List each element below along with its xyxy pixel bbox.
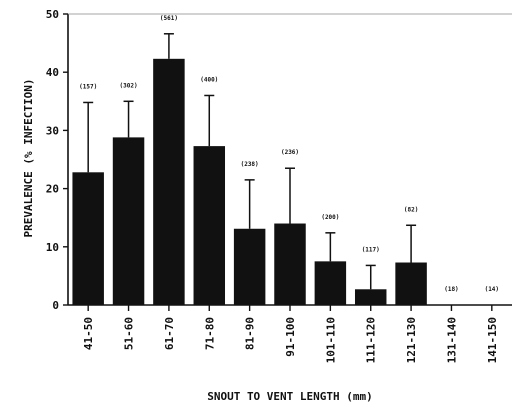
sample-size-label: (82) — [404, 206, 418, 213]
sample-size-label: (400) — [200, 76, 218, 83]
y-ticks: 0 10 20 30 40 50 — [46, 8, 68, 312]
sample-size-label: (238) — [241, 161, 259, 168]
bar-111-120 — [354, 289, 387, 305]
bar-81-90 — [233, 228, 266, 305]
x-tick-label: 41-50 — [82, 317, 95, 350]
sample-size-label: (302) — [120, 82, 138, 89]
y-tick-label: 0 — [52, 299, 59, 312]
y-tick-label: 40 — [46, 66, 59, 79]
y-tick-label: 50 — [46, 8, 59, 21]
x-tick-label: 101-110 — [324, 317, 337, 363]
bar-61-70 — [153, 58, 185, 306]
sample-size-label: (200) — [321, 214, 339, 221]
bars: (157) (302) (561) (400) (238) (236) (200) (117)… — [72, 15, 499, 306]
sample-size-label: (18) — [444, 286, 458, 293]
x-tick-label: 131-140 — [445, 317, 458, 363]
sample-size-label: (561) — [160, 15, 178, 22]
y-tick-label: 20 — [46, 183, 59, 196]
plot-area: 0 10 20 30 40 50 (157) (302) (561) (400) (238) (23… — [46, 8, 512, 363]
x-tick-label: 121-130 — [405, 317, 418, 363]
x-tick-label: 81-90 — [244, 317, 257, 350]
x-tick-label: 61-70 — [163, 317, 176, 350]
x-tick-label: 51-60 — [123, 317, 136, 350]
bar-91-100 — [274, 223, 306, 305]
y-tick-label: 30 — [46, 124, 59, 137]
x-tick-label: 111-120 — [365, 317, 378, 363]
y-axis-label: PREVALENCE (% INFECTION) — [22, 79, 35, 238]
bar-71-80 — [193, 146, 226, 305]
x-tick-label: 141-150 — [486, 317, 499, 363]
bar-41-50 — [72, 172, 104, 305]
x-ticks: 41-50 51-60 61-70 71-80 81-90 91-100 101-110 11… — [82, 305, 499, 363]
x-tick-label: 71-80 — [203, 317, 216, 350]
y-tick-label: 10 — [46, 241, 59, 254]
x-tick-label: 91-100 — [284, 317, 297, 357]
bar-51-60 — [112, 137, 145, 305]
sample-size-label: (14) — [485, 286, 499, 293]
sample-size-label: (117) — [362, 246, 380, 253]
x-axis-label: SNOUT TO VENT LENGTH (mm) — [207, 390, 373, 403]
bar-101-110 — [314, 261, 347, 305]
sample-size-label: (157) — [79, 83, 97, 90]
sample-size-label: (236) — [281, 149, 299, 156]
bar-121-130 — [395, 262, 427, 305]
